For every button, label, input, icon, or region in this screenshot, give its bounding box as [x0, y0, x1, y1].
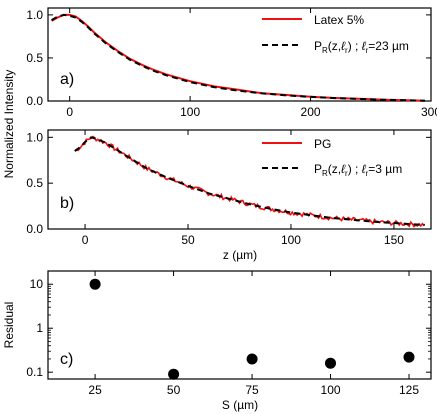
panel-label-a: a)	[60, 71, 74, 88]
c-ytick-label: 1	[36, 321, 43, 335]
series-b	[74, 135, 425, 228]
series-c	[89, 278, 415, 380]
legend-b: PG PR(z,ℓr) ; ℓr=3 µm	[262, 137, 402, 178]
x-axis-label-b: z (µm)	[223, 248, 257, 262]
b-xtick-label: 100	[281, 233, 301, 247]
residual-point	[325, 357, 336, 369]
ticks-c: 25 50 75 100 125 0.1 1 10	[26, 270, 431, 397]
b-xtick-label: 50	[181, 233, 195, 247]
panel-a: 0 100 200 300 0.0 0.5 1.0 a) Latex 5% PR(z,ℓr)…	[26, 7, 437, 119]
b-xtick-label: 0	[82, 233, 89, 247]
x-axis-label-c: S (µm)	[222, 398, 258, 412]
series-b-pg	[74, 135, 425, 228]
plot-frame-b	[47, 129, 432, 230]
c-xtick-label: 25	[88, 383, 102, 397]
c-xtick-label: 75	[245, 383, 259, 397]
panel-label-b: b)	[60, 195, 74, 212]
c-ytick-label: 0.1	[26, 365, 43, 379]
b-ytick-label: 0.5	[26, 176, 43, 190]
a-ytick-label: 0.5	[26, 51, 43, 65]
residual-point	[246, 353, 258, 365]
legend-label-pr-b: PR(z,ℓr) ; ℓr=3 µm	[314, 162, 402, 178]
ticks-a: 0 100 200 300 0.0 0.5 1.0	[26, 8, 437, 119]
legend-label-latex: Latex 5%	[314, 13, 364, 27]
b-ytick-label: 0.0	[26, 222, 43, 236]
series-b-pr-fit	[74, 136, 425, 226]
b-xtick-label: 150	[384, 233, 404, 247]
ticks-b: 0 50 100 150 0.0 0.5 1.0	[26, 130, 431, 247]
y-axis-label-shared: Normalized Intensity	[2, 70, 16, 179]
c-xtick-label: 125	[399, 383, 419, 397]
a-ytick-label: 0.0	[26, 94, 43, 108]
a-xtick-label: 300	[421, 105, 437, 119]
panel-c: 25 50 75 100 125 0.1 1 10 c) S (µm) Residual	[2, 270, 432, 412]
panel-b: 0 50 100 150 0.0 0.5 1.0 b) z (µm) PG PR(z,ℓr)…	[26, 129, 432, 262]
series-a-latex	[51, 13, 426, 102]
series-a	[51, 13, 426, 102]
a-xtick-label: 100	[180, 105, 200, 119]
panel-label-c: c)	[60, 351, 73, 368]
a-ytick-label: 1.0	[26, 8, 43, 22]
c-xtick-label: 100	[321, 383, 341, 397]
b-ytick-label: 1.0	[26, 130, 43, 144]
a-xtick-label: 0	[66, 105, 73, 119]
legend-label-pg: PG	[314, 137, 331, 151]
c-xtick-label: 50	[167, 383, 181, 397]
c-ytick-label: 10	[30, 277, 44, 291]
y-axis-label-c: Residual	[2, 302, 16, 349]
residual-point	[89, 278, 101, 290]
legend-label-pr-a: PR(z,ℓr) ; ℓr=23 µm	[314, 39, 409, 55]
plot-frame-a	[47, 7, 432, 102]
residual-point	[168, 368, 180, 380]
series-a-pr-fit	[51, 13, 426, 102]
legend-a: Latex 5% PR(z,ℓr) ; ℓr=23 µm	[262, 13, 409, 55]
plot-frame-c	[47, 270, 432, 380]
a-xtick-label: 200	[301, 105, 321, 119]
residual-point	[403, 351, 415, 363]
